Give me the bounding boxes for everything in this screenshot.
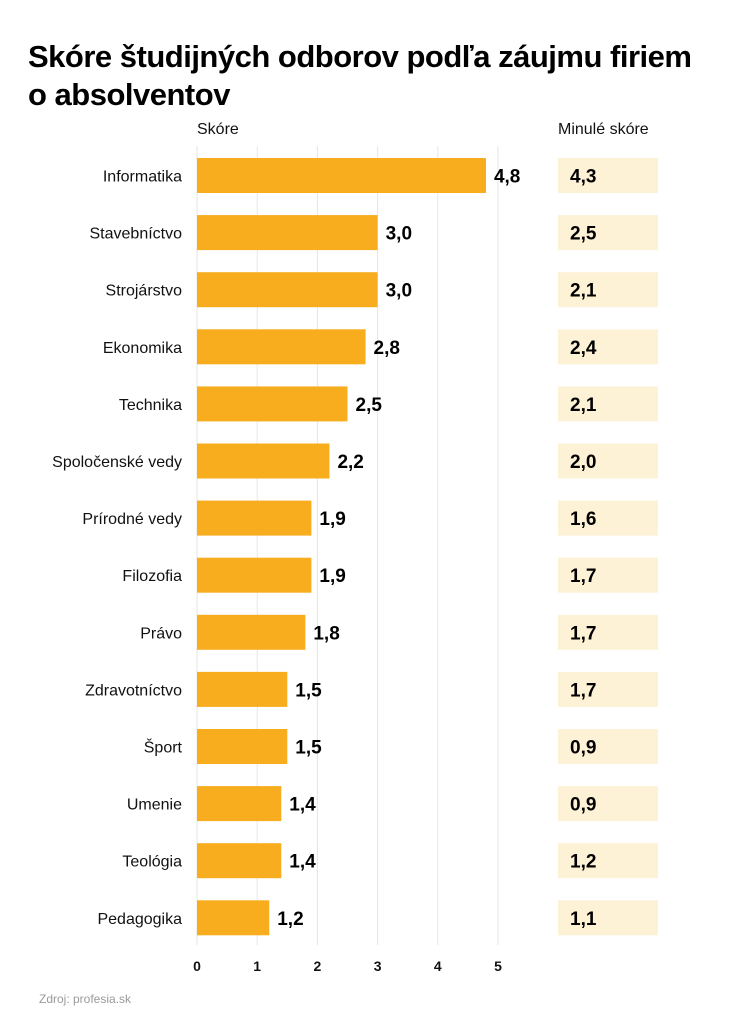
bar xyxy=(197,443,330,479)
bar xyxy=(197,158,486,193)
bar-value-label: 1,9 xyxy=(319,566,345,587)
category-label: Filozofia xyxy=(122,568,182,585)
category-label: Technika xyxy=(119,397,182,414)
bar xyxy=(197,843,282,879)
bar-value-label: 3,0 xyxy=(386,281,412,302)
x-tick-label: 3 xyxy=(374,958,382,974)
category-label: Pedagogika xyxy=(97,911,182,928)
previous-score-cell xyxy=(558,272,658,308)
score-column-header: Skóre xyxy=(197,121,239,138)
previous-score-label: 1,7 xyxy=(570,566,596,587)
previous-score-column-header: Minulé skóre xyxy=(558,121,649,138)
bar-value-label: 2,5 xyxy=(356,395,383,416)
previous-score-cell xyxy=(558,329,658,365)
previous-score-cell xyxy=(558,671,658,707)
category-label: Prírodné vedy xyxy=(82,511,182,528)
category-label: Ekonomika xyxy=(103,340,182,357)
previous-score-cell xyxy=(558,386,658,422)
x-tick-label: 1 xyxy=(253,958,261,974)
chart-title: Skóre študijných odborov podľa záujmu fi… xyxy=(28,39,692,112)
bar-value-label: 2,2 xyxy=(337,452,363,473)
previous-score-label: 0,9 xyxy=(570,795,596,816)
previous-score-label: 1,7 xyxy=(570,680,596,701)
bar xyxy=(197,215,378,251)
previous-score-cell xyxy=(558,614,658,650)
bar xyxy=(197,329,366,365)
category-label: Teológia xyxy=(122,854,182,871)
bar xyxy=(197,272,378,308)
previous-score-cell xyxy=(558,557,658,593)
x-tick-label: 0 xyxy=(193,958,201,974)
bar xyxy=(197,614,306,650)
category-label: Umenie xyxy=(127,797,182,814)
bar xyxy=(197,500,312,536)
previous-score-cell xyxy=(558,843,658,879)
previous-score-cell xyxy=(558,500,658,536)
previous-score-cell xyxy=(558,729,658,764)
category-label: Spoločenské vedy xyxy=(52,454,182,471)
bar-value-label: 3,0 xyxy=(386,224,412,245)
previous-score-label: 2,5 xyxy=(570,224,597,245)
bar xyxy=(197,900,270,936)
category-label: Šport xyxy=(144,738,183,757)
category-label: Právo xyxy=(140,625,182,642)
x-tick-label: 4 xyxy=(434,958,442,974)
bar xyxy=(197,786,282,822)
bar xyxy=(197,671,288,707)
previous-score-cell xyxy=(558,786,658,822)
category-label: Stavebníctvo xyxy=(90,226,183,243)
previous-score-label: 2,1 xyxy=(570,281,597,302)
bar xyxy=(197,729,288,764)
previous-score-label: 1,7 xyxy=(570,623,596,644)
previous-score-label: 2,1 xyxy=(570,395,597,416)
x-tick-label: 5 xyxy=(494,958,502,974)
category-label: Strojárstvo xyxy=(106,283,183,300)
previous-score-cell xyxy=(558,215,658,251)
bar-value-label: 2,8 xyxy=(374,338,400,359)
previous-score-label: 4,3 xyxy=(570,167,596,188)
bar-value-label: 1,2 xyxy=(277,909,303,930)
bar-value-label: 1,5 xyxy=(295,738,322,759)
bar-value-label: 1,4 xyxy=(289,795,316,816)
previous-score-cell xyxy=(558,900,658,936)
bar xyxy=(197,386,348,422)
bar-value-label: 1,8 xyxy=(313,623,339,644)
category-label: Informatika xyxy=(103,169,182,186)
category-label: Zdravotníctvo xyxy=(85,682,182,699)
previous-score-label: 1,1 xyxy=(570,909,597,930)
previous-score-label: 1,2 xyxy=(570,852,596,873)
x-tick-label: 2 xyxy=(314,958,322,974)
previous-score-label: 2,0 xyxy=(570,452,596,473)
bar-value-label: 4,8 xyxy=(494,167,520,188)
bar-value-label: 1,4 xyxy=(289,852,316,873)
previous-score-label: 1,6 xyxy=(570,509,596,530)
previous-score-cell xyxy=(558,443,658,479)
bar-value-label: 1,5 xyxy=(295,680,322,701)
bar xyxy=(197,557,312,593)
previous-score-label: 2,4 xyxy=(570,338,597,359)
previous-score-label: 0,9 xyxy=(570,738,596,759)
bar-value-label: 1,9 xyxy=(319,509,345,530)
source-note: Zdroj: profesia.sk xyxy=(39,992,132,1006)
previous-score-cell xyxy=(558,158,658,193)
